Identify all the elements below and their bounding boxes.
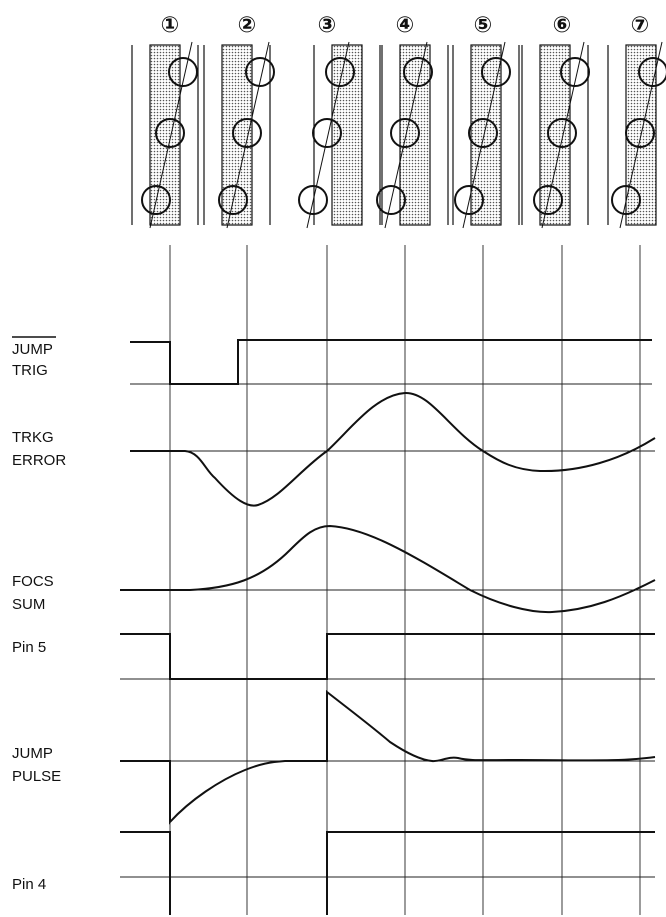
signal-label: JUMP [12, 341, 53, 358]
step-label: ④ [396, 12, 415, 37]
signal-labels: JUMP TRIG TRKG ERROR FOCS SUM Pin 5 JUMP… [12, 337, 66, 893]
signal-label: PULSE [12, 768, 61, 785]
signal-label: Pin 5 [12, 639, 46, 656]
signal-label: Pin 4 [12, 876, 46, 893]
track-panel [132, 42, 198, 228]
step-label: ① [161, 12, 180, 37]
signal-label: FOCS [12, 573, 54, 590]
jump-pulse-wave [120, 692, 655, 822]
track-panel [299, 42, 380, 228]
track-panel [204, 42, 274, 228]
waveforms [120, 340, 655, 915]
track-band [150, 45, 180, 225]
track-panel [453, 42, 519, 228]
trkg-error-wave [130, 393, 655, 506]
pin4-wave [120, 832, 655, 915]
signal-label: TRKG [12, 429, 54, 446]
signal-label: SUM [12, 596, 45, 613]
step-label: ⑤ [474, 12, 493, 37]
signal-label: JUMP [12, 745, 53, 762]
time-markers [170, 245, 640, 915]
jump-trig-wave [130, 340, 652, 384]
step-label: ③ [318, 12, 337, 37]
track-panels: ① ② ③ ④ ⑤ ⑥ ⑦ [132, 12, 666, 228]
track-panel [608, 42, 666, 228]
track-band [540, 45, 570, 225]
signal-label: ERROR [12, 452, 66, 469]
timing-diagram: ① ② ③ ④ ⑤ ⑥ ⑦ JUMP TRIG TRKG ERROR FOCS SUM Pi… [0, 0, 666, 917]
track-panel [377, 42, 448, 228]
track-band [332, 45, 362, 225]
baselines [120, 384, 655, 877]
step-label: ⑦ [631, 12, 650, 37]
step-label: ② [238, 12, 257, 37]
pin5-wave [120, 634, 655, 679]
track-panel [522, 42, 589, 228]
signal-label: TRIG [12, 362, 48, 379]
focs-sum-wave [120, 526, 655, 612]
step-label: ⑥ [553, 12, 572, 37]
